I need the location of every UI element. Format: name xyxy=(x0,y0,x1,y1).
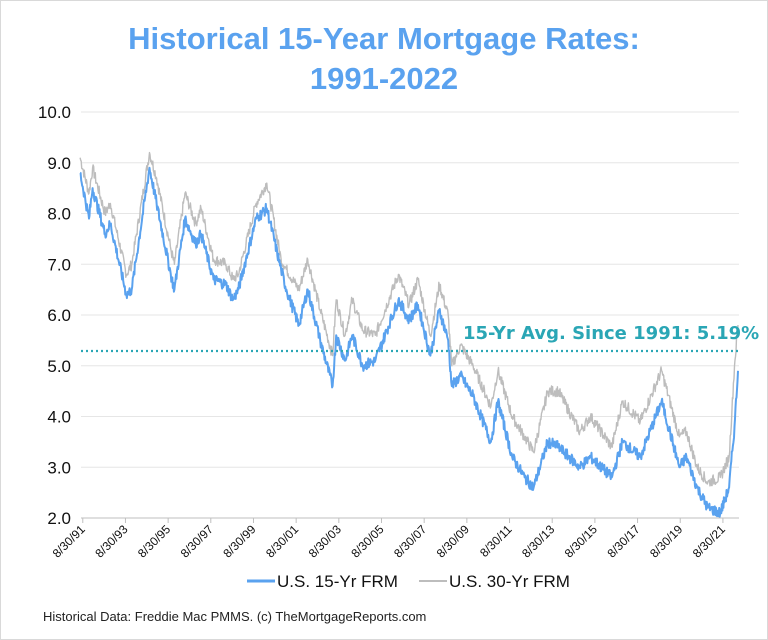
y-tick-label: 4.0 xyxy=(47,408,71,427)
y-tick-label: 9.0 xyxy=(47,154,71,173)
x-tick-label: 8/30/95 xyxy=(135,522,173,560)
x-tick-label: 8/30/09 xyxy=(434,522,472,560)
x-tick-label: 8/30/07 xyxy=(391,522,429,560)
x-tick-label: 8/30/15 xyxy=(562,522,600,560)
x-tick-label: 8/30/17 xyxy=(604,522,642,560)
y-tick-label: 2.0 xyxy=(47,509,71,528)
x-tick-label: 8/30/03 xyxy=(306,522,344,560)
legend-label: U.S. 30-Yr FRM xyxy=(449,572,570,591)
series-line-15yr xyxy=(79,166,739,518)
x-tick-label: 8/30/97 xyxy=(178,522,216,560)
y-tick-label: 10.0 xyxy=(38,103,71,122)
y-tick-label: 6.0 xyxy=(47,306,71,325)
x-tick-label: 8/30/05 xyxy=(348,522,386,560)
average-label: 15-Yr Avg. Since 1991: 5.19% xyxy=(463,323,759,344)
x-tick-label: 8/30/13 xyxy=(519,522,557,560)
chart-title: Historical 15-Year Mortgage Rates: 1991-… xyxy=(1,19,767,99)
x-tick-label: 8/30/11 xyxy=(477,522,515,560)
series-line-30yr xyxy=(79,151,739,487)
x-tick-label: 8/30/99 xyxy=(220,522,258,560)
x-tick-label: 8/30/93 xyxy=(92,522,130,560)
title-line-2: 1991-2022 xyxy=(309,61,459,96)
y-tick-label: 8.0 xyxy=(47,205,71,224)
y-tick-label: 7.0 xyxy=(47,255,71,274)
x-tick-label: 8/30/21 xyxy=(690,522,728,560)
x-tick-label: 8/30/19 xyxy=(647,522,685,560)
y-tick-label: 5.0 xyxy=(47,357,71,376)
legend-label: U.S. 15-Yr FRM xyxy=(277,572,398,591)
y-tick-label: 3.0 xyxy=(47,458,71,477)
footnote: Historical Data: Freddie Mac PMMS. (c) T… xyxy=(43,609,427,624)
title-line-1: Historical 15-Year Mortgage Rates: xyxy=(128,21,640,56)
x-tick-label: 8/30/01 xyxy=(263,522,301,560)
